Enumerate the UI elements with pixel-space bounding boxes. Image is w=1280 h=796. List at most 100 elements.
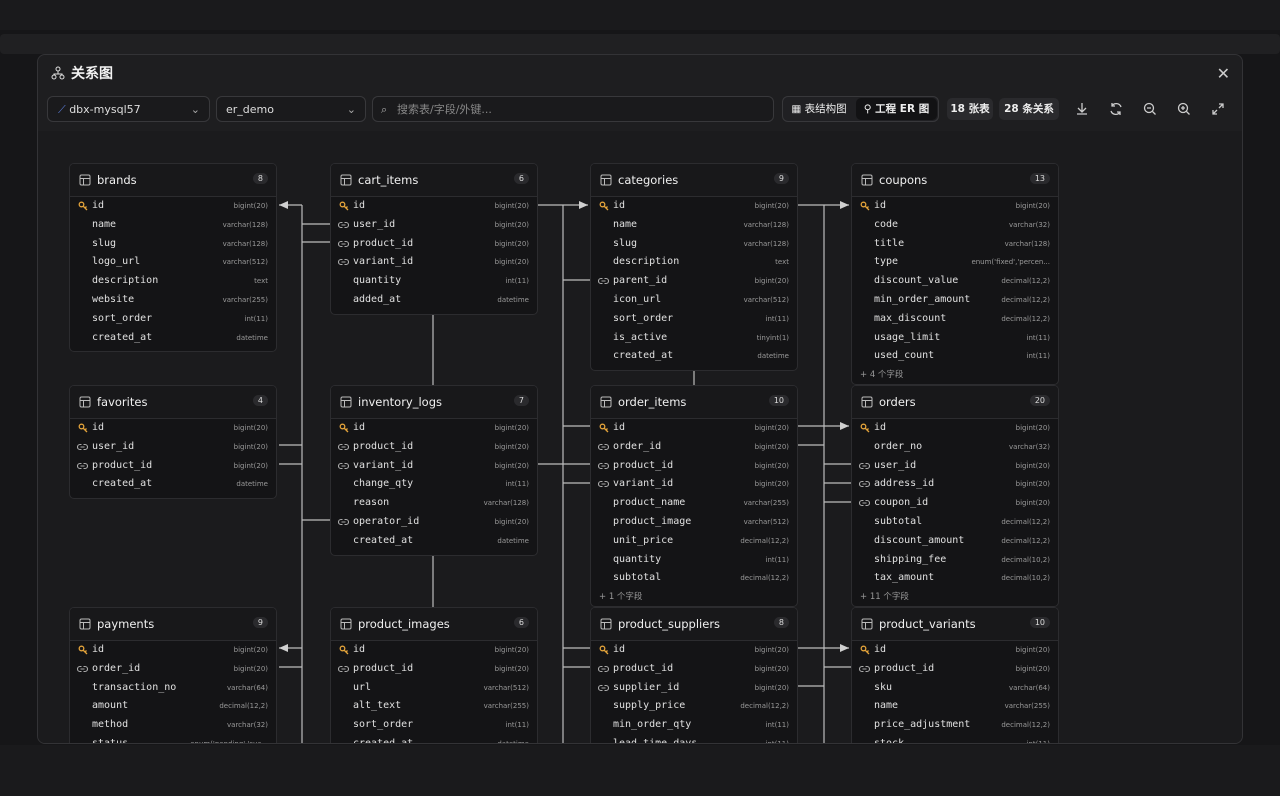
er-view-button[interactable]: ⚲ 工程 ER 图 <box>856 98 937 120</box>
more-fields[interactable]: + 1 个字段 <box>599 592 643 603</box>
field-name: lead_time_days <box>613 738 697 743</box>
field-name: variant_id <box>613 478 674 490</box>
foreign-key-icon <box>338 462 349 469</box>
field-type: int(11) <box>1026 352 1051 361</box>
field-type: decimal(12,2) <box>740 574 789 583</box>
field-name: code <box>874 218 899 230</box>
field-name: operator_id <box>353 515 420 527</box>
zoom-in-button[interactable] <box>1176 101 1192 117</box>
field-row: min_order_amount decimal(12,2) <box>852 291 1058 310</box>
field-row: user_id bigint(20) <box>852 457 1058 476</box>
field-name: order_id <box>613 440 662 452</box>
table-card[interactable]: brands 8 id bigint(20) name varchar(128) slug v… <box>69 163 277 353</box>
field-type: bigint(20) <box>1015 480 1050 489</box>
field-name: icon_url <box>613 293 662 305</box>
table-card[interactable]: order_items 10 id bigint(20) order_id bigint(… <box>590 385 798 608</box>
schema-view-button[interactable]: ▦ 表结构图 <box>791 103 847 115</box>
table-footer <box>331 310 537 314</box>
table-header: brands 8 <box>70 164 276 197</box>
search-input[interactable]: ⌕ 搜索表/字段/外键... <box>372 96 774 122</box>
table-card[interactable]: payments 9 id bigint(20) order_id bigint(20) t… <box>69 607 277 743</box>
field-type: varchar(32) <box>1009 220 1050 229</box>
field-row: sort_order int(11) <box>331 716 537 735</box>
field-row: website varchar(255) <box>70 291 276 310</box>
field-name: id <box>874 422 887 433</box>
table-icon <box>861 396 873 408</box>
connection-select[interactable]: ⟋ dbx-mysql57 ⌄ <box>47 96 210 122</box>
table-icon <box>79 174 91 186</box>
field-name: website <box>92 293 135 305</box>
field-type: decimal(12,2) <box>1001 517 1050 526</box>
field-type: datetime <box>236 333 268 342</box>
field-type: text <box>254 277 268 286</box>
foreign-key-icon <box>598 684 609 691</box>
database-select[interactable]: er_demo ⌄ <box>216 96 366 122</box>
field-row: created_at datetime <box>70 475 276 494</box>
field-type: bigint(20) <box>233 646 268 654</box>
field-type: varchar(512) <box>222 258 268 267</box>
fullscreen-button[interactable] <box>1210 101 1226 117</box>
field-type: bigint(20) <box>754 664 789 673</box>
field-row: code varchar(32) <box>852 216 1058 235</box>
table-footer <box>70 347 276 351</box>
field-name: product_image <box>613 515 692 527</box>
foreign-key-icon <box>598 462 609 469</box>
field-name: id <box>874 644 887 655</box>
field-name: product_name <box>613 497 686 509</box>
field-type: bigint(20) <box>1015 646 1050 654</box>
table-card[interactable]: orders 20 id bigint(20) order_no varchar(32) u… <box>851 385 1059 608</box>
field-name: id <box>613 644 626 655</box>
table-card[interactable]: categories 9 id bigint(20) name varchar(128) s… <box>590 163 798 372</box>
table-icon <box>861 174 873 186</box>
table-card[interactable]: coupons 13 id bigint(20) code varchar(32) titl… <box>851 163 1059 386</box>
foreign-key-icon <box>338 518 349 526</box>
field-type: enum('pending','suc... <box>190 740 268 743</box>
table-card[interactable]: cart_items 6 id bigint(20) user_id bigint(20)… <box>330 163 538 315</box>
field-name: user_id <box>874 459 917 471</box>
field-name: quantity <box>353 275 402 287</box>
table-card[interactable]: product_variants 10 id bigint(20) product_id… <box>851 607 1059 743</box>
field-name: discount_value <box>874 275 959 287</box>
field-name: id <box>353 200 366 211</box>
field-name: tax_amount <box>874 572 935 584</box>
close-button[interactable]: ✕ <box>1216 64 1230 83</box>
background-tabs <box>0 34 1280 54</box>
more-fields[interactable]: + 4 个字段 <box>860 370 904 381</box>
field-type: decimal(12,2) <box>1001 314 1050 323</box>
table-header: coupons 13 <box>852 164 1058 197</box>
field-type: bigint(20) <box>494 239 529 248</box>
field-name: product_id <box>874 662 935 674</box>
table-card[interactable]: favorites 4 id bigint(20) user_id bigint(20) p… <box>69 385 277 500</box>
field-row: tax_amount decimal(10,2) <box>852 569 1058 588</box>
field-row: id bigint(20) <box>852 419 1058 438</box>
relation-arrow <box>279 201 288 209</box>
field-name: user_id <box>353 218 396 230</box>
table-card[interactable]: product_suppliers 8 id bigint(20) product_id… <box>590 607 798 743</box>
field-row: slug varchar(128) <box>70 235 276 254</box>
field-row: id bigint(20) <box>70 419 276 438</box>
field-count: 10 <box>768 395 789 406</box>
field-type: int(11) <box>765 314 790 323</box>
table-name: product_suppliers <box>618 617 721 631</box>
foreign-key-icon <box>598 481 609 488</box>
field-row: discount_amount decimal(12,2) <box>852 532 1058 551</box>
field-row: sort_order int(11) <box>70 310 276 329</box>
field-count: 8 <box>252 173 268 184</box>
table-card[interactable]: product_images 6 id bigint(20) product_id big… <box>330 607 538 743</box>
field-name: shipping_fee <box>874 553 947 565</box>
more-fields[interactable]: + 11 个字段 <box>860 592 909 603</box>
zoom-out-button[interactable] <box>1142 101 1158 117</box>
field-row: name varchar(128) <box>70 216 276 235</box>
table-name: payments <box>97 617 155 631</box>
primary-key-icon <box>860 645 870 655</box>
foreign-key-icon <box>859 500 870 507</box>
field-name: name <box>613 218 638 230</box>
download-button[interactable] <box>1074 101 1090 117</box>
field-type: int(11) <box>765 555 790 564</box>
field-type: decimal(12,2) <box>1001 536 1050 545</box>
table-card[interactable]: inventory_logs 7 id bigint(20) product_id big… <box>330 385 538 556</box>
foreign-key-icon <box>598 278 609 285</box>
foreign-key-icon <box>598 443 609 450</box>
refresh-button[interactable] <box>1108 101 1124 117</box>
